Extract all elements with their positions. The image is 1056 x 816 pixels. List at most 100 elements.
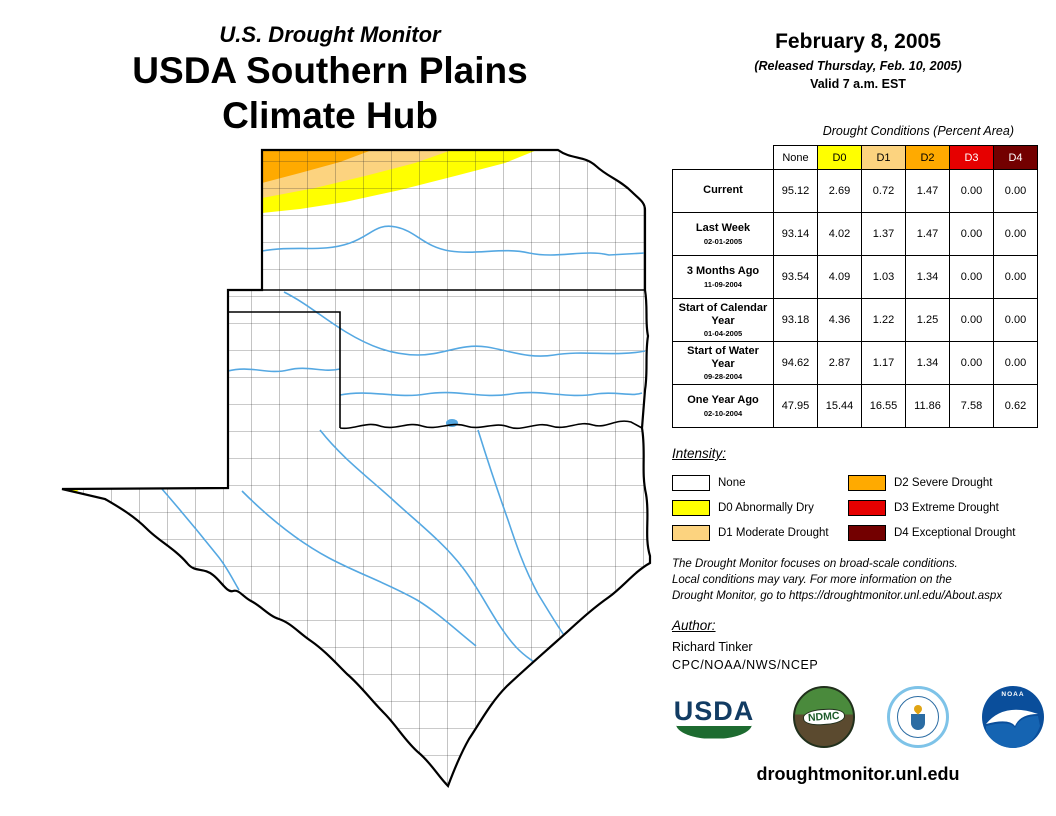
disclaimer-text: The Drought Monitor focuses on broad-sca… [672, 556, 1050, 604]
legend-swatch-d4 [848, 524, 886, 541]
table-cell: 0.00 [993, 169, 1038, 213]
border-kansas-oklahoma-texas [228, 289, 645, 428]
noaa-logo-text: NOAA [1001, 691, 1025, 698]
table-cell: 93.54 [773, 255, 818, 299]
col-header-d0: D0 [817, 145, 862, 170]
drought-conditions-table: None D0 D1 D2 D3 D4 Current 95.12 2.69 0… [672, 145, 1038, 428]
legend-item-d1: D1 Moderate Drought [672, 520, 848, 545]
table-row-start-calendar-year: Start of Calendar Year 01-04-2005 93.18 4… [672, 298, 1038, 342]
col-header-none: None [773, 145, 818, 170]
table-cell: 1.34 [905, 341, 950, 385]
row-label-text: Start of Calendar Year [678, 301, 768, 327]
table-cell: 7.58 [949, 384, 994, 428]
table-cell: 2.69 [817, 169, 862, 213]
disclaimer-line: The Drought Monitor focuses on broad-sca… [672, 558, 958, 570]
legend-label: D0 Abnormally Dry [718, 501, 814, 514]
ndmc-logo: NDMC [792, 686, 855, 748]
valid-time: Valid 7 a.m. EST [810, 77, 906, 91]
drought-map [61, 148, 652, 788]
rivers [161, 225, 646, 677]
table-cell: 93.18 [773, 298, 818, 342]
released-date: (Released Thursday, Feb. 10, 2005) [754, 59, 962, 73]
table-row-last-week: Last Week 02-01-2005 93.14 4.02 1.37 1.47… [672, 212, 1038, 256]
row-sublabel: 11-09-2004 [704, 279, 742, 289]
table-cell: 1.47 [905, 169, 950, 213]
table-cell: 0.00 [949, 341, 994, 385]
drought-monitor-title: U.S. Drought Monitor [219, 22, 441, 47]
row-label: 3 Months Ago 11-09-2004 [672, 255, 774, 299]
footer-url: droughtmonitor.unl.edu [756, 764, 960, 784]
table-cell: 1.17 [861, 341, 906, 385]
table-row-3-months-ago: 3 Months Ago 11-09-2004 93.54 4.09 1.03 1… [672, 255, 1038, 299]
legend-swatch-d1 [672, 524, 710, 541]
row-sublabel: 09-28-2004 [703, 372, 743, 382]
hub-title-line2: Climate Hub [222, 95, 438, 137]
col-header-d1: D1 [861, 145, 906, 170]
table-cell: 1.37 [861, 212, 906, 256]
noaa-logo: NOAA [981, 686, 1044, 748]
table-cell: 4.36 [817, 298, 862, 342]
map-titles: U.S. Drought Monitor USDA Southern Plain… [0, 22, 660, 138]
col-header-d2: D2 [905, 145, 950, 170]
legend-item-d2: D2 Severe Drought [848, 470, 1048, 495]
legend-label: D4 Exceptional Drought [894, 526, 1016, 539]
legend-title: Intensity: [672, 446, 727, 461]
table-cell: 47.95 [773, 384, 818, 428]
river-colorado [241, 490, 477, 647]
commerce-seal-inner [897, 696, 940, 738]
commerce-seal-icon [887, 686, 950, 748]
legend-label: D3 Extreme Drought [894, 501, 999, 514]
row-label-text: Current [703, 184, 743, 197]
river-canadian-tx [227, 367, 341, 373]
legend-swatch-d2 [848, 474, 886, 491]
table-cell: 95.12 [773, 169, 818, 213]
river-cimarron-arkansas [283, 291, 646, 357]
table-cell: 15.44 [817, 384, 862, 428]
map-date: February 8, 2005 [775, 30, 941, 53]
region-outline [61, 148, 652, 788]
river-canadian-ok [339, 391, 643, 397]
row-sublabel: 02-10-2004 [703, 408, 743, 418]
legend-label: None [718, 476, 746, 489]
table-cell: 1.03 [861, 255, 906, 299]
legend-label: D1 Moderate Drought [718, 526, 829, 539]
usda-logo-text: USDA [673, 695, 755, 726]
row-label: Start of Water Year 09-28-2004 [672, 341, 774, 385]
table-cell: 1.47 [905, 212, 950, 256]
row-label-text: Last Week [695, 222, 751, 235]
table-cell: 0.72 [861, 169, 906, 213]
table-cell: 0.00 [949, 298, 994, 342]
row-label: Last Week 02-01-2005 [672, 212, 774, 256]
legend-swatch-d3 [848, 499, 886, 516]
table-cell: 16.55 [861, 384, 906, 428]
table-cell: 0.00 [993, 212, 1038, 256]
col-header-d3: D3 [949, 145, 994, 170]
author-name: Richard Tinker [672, 640, 753, 654]
state-borders [61, 148, 652, 788]
table-cell: 1.22 [861, 298, 906, 342]
logo-row: USDA NDMC NOAA [668, 686, 1044, 748]
info-panel: February 8, 2005 (Released Thursday, Feb… [660, 0, 1056, 816]
row-label: One Year Ago 02-10-2004 [672, 384, 774, 428]
table-cell: 94.62 [773, 341, 818, 385]
table-cell: 0.00 [993, 341, 1038, 385]
table-cell: 0.00 [949, 212, 994, 256]
row-label: Start of Calendar Year 01-04-2005 [672, 298, 774, 342]
date-block: February 8, 2005 (Released Thursday, Feb… [660, 30, 1056, 91]
river-kansas [261, 225, 646, 256]
table-row-start-water-year: Start of Water Year 09-28-2004 94.62 2.87… [672, 341, 1038, 385]
table-row-one-year-ago: One Year Ago 02-10-2004 47.95 15.44 16.55… [672, 384, 1038, 428]
row-sublabel: 01-04-2005 [703, 329, 743, 339]
table-cell: 0.00 [993, 298, 1038, 342]
table-cell: 2.87 [817, 341, 862, 385]
table-cell: 1.25 [905, 298, 950, 342]
legend-label: D2 Severe Drought [894, 476, 993, 489]
usda-swoosh-icon [676, 723, 752, 739]
legend-swatch-none [672, 474, 710, 491]
table-cell: 1.34 [905, 255, 950, 299]
noaa-seagull-icon [985, 709, 1040, 748]
river-trinity [477, 429, 567, 639]
river-brazos [319, 429, 558, 677]
table-row-current: Current 95.12 2.69 0.72 1.47 0.00 0.00 [672, 169, 1038, 213]
usda-logo: USDA [668, 696, 760, 739]
